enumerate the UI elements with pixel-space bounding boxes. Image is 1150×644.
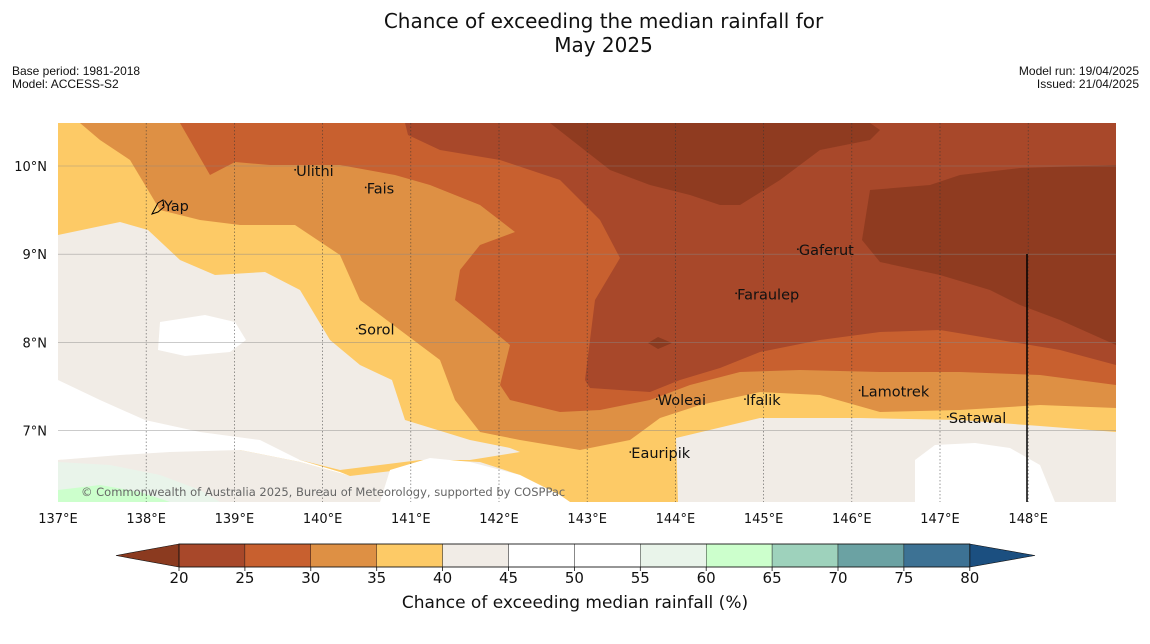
place-label: Lamotrek	[861, 384, 930, 400]
title-line-1: Chance of exceeding the median rainfall …	[383, 9, 824, 33]
meta-left: Base period: 1981-2018 Model: ACCESS-S2	[12, 65, 140, 91]
y-tick-label: 10°N	[14, 160, 47, 175]
colorbar-tick-label: 40	[433, 569, 452, 587]
place-marker	[735, 292, 738, 295]
x-tick-label: 145°E	[744, 512, 784, 527]
gridlines	[58, 123, 1116, 502]
x-tick-label: 140°E	[303, 512, 343, 527]
place-labels: Yap Ulithi Fais Gaferut Faraulep Sorol Lamotre…	[161, 164, 1006, 462]
colorbar-tick-label: 25	[235, 569, 254, 587]
zone-40-45-west	[58, 222, 520, 470]
place-marker	[858, 389, 861, 392]
colorbar-tick-label: 80	[960, 569, 979, 587]
place-marker	[655, 398, 658, 401]
colorbar-bin	[771, 543, 839, 568]
colorbar-bin	[837, 543, 905, 568]
place-label: Gaferut	[799, 243, 854, 259]
base-period-label: Base period: 1981-2018	[12, 64, 141, 78]
place-marker	[161, 204, 164, 207]
y-tick-labels: 10°N 9°N 8°N 7°N	[14, 160, 47, 440]
x-tick-labels: 137°E 138°E 139°E 140°E 141°E 142°E 143°E 144°E…	[38, 512, 1048, 527]
place-marker	[364, 186, 367, 189]
colorbar-title: Chance of exceeding median rainfall (%)	[401, 593, 749, 613]
place-label: Ifalik	[746, 393, 781, 409]
colorbar-bin	[244, 543, 311, 568]
colorbar-below-arrow	[115, 543, 180, 568]
colorbar-bin	[706, 543, 773, 568]
x-tick-label: 137°E	[38, 512, 78, 527]
meta-right: Model run: 19/04/2025 Issued: 21/04/2025	[1019, 65, 1139, 91]
place-marker	[744, 398, 746, 401]
y-tick-label: 7°N	[23, 425, 48, 440]
colorbar-tick-label: 70	[828, 569, 847, 587]
place-marker	[629, 451, 632, 453]
zone-60-65	[58, 485, 170, 502]
colorbar-bin	[508, 543, 575, 568]
place-marker	[355, 327, 358, 330]
zone-45-55-pocket-4	[915, 443, 1055, 502]
place-marker	[796, 248, 799, 251]
colorbar-bin	[442, 543, 509, 568]
colorbar-tick-label: 60	[697, 569, 716, 587]
place-label: Sorol	[358, 323, 395, 339]
colorbar-tick-label: 30	[301, 569, 320, 587]
colorbar-tick-label: 50	[565, 569, 584, 587]
place-label: Fais	[367, 181, 394, 197]
x-tick-label: 146°E	[832, 512, 872, 527]
map-title: Chance of exceeding the median rainfall …	[0, 9, 1150, 57]
colorbar-above-arrow	[969, 543, 1036, 568]
y-tick-label: 9°N	[23, 248, 48, 263]
colorbar-bin	[376, 543, 443, 568]
colorbar-tick-label: 75	[894, 569, 913, 587]
x-tick-label: 139°E	[215, 512, 255, 527]
zone-below-20-spot	[648, 337, 672, 349]
place-label: Eauripik	[631, 446, 690, 462]
colorbar-tick-label: 65	[763, 569, 782, 587]
x-tick-label: 148°E	[1008, 512, 1048, 527]
colorbar-bin	[310, 543, 377, 568]
place-label: Woleai	[658, 393, 706, 409]
model-run-label: Model run: 19/04/2025	[1018, 64, 1139, 78]
zone-45-55-pocket-1	[158, 315, 246, 356]
colorbar-bin	[640, 543, 707, 568]
place-label: Ulithi	[296, 164, 334, 180]
place-marker	[294, 168, 297, 171]
x-tick-label: 147°E	[920, 512, 960, 527]
colorbar-tick-label: 45	[499, 569, 518, 587]
x-tick-label: 138°E	[126, 512, 166, 527]
colorbar-tick-label: 35	[367, 569, 386, 587]
colorbar: 20 25 30 35 40 45 50 55 60 65 70 75 80	[115, 543, 1036, 587]
copyright-note: © Commonwealth of Australia 2025, Bureau…	[81, 485, 565, 499]
x-tick-label: 143°E	[567, 512, 607, 527]
title-line-2: May 2025	[554, 33, 653, 57]
x-tick-label: 142°E	[479, 512, 519, 527]
place-label: Yap	[163, 199, 189, 215]
place-label: Faraulep	[737, 287, 799, 303]
zone-below-20-east	[862, 165, 1116, 345]
place-marker	[946, 415, 949, 418]
zone-45-55-pocket-2	[58, 380, 350, 476]
colorbar-bin	[574, 543, 641, 568]
zone-below-20	[550, 123, 880, 205]
issued-label: Issued: 21/04/2025	[1036, 77, 1139, 91]
x-tick-label: 141°E	[391, 512, 431, 527]
yap-island-outline	[150, 199, 165, 215]
colorbar-bin	[178, 543, 246, 568]
model-label: Model: ACCESS-S2	[12, 77, 119, 91]
zone-45-55-pocket-3	[380, 458, 570, 502]
colorbar-tick-label: 55	[631, 569, 650, 587]
y-tick-label: 8°N	[23, 336, 48, 351]
colorbar-tick-label: 20	[169, 569, 188, 587]
colorbar-bin	[903, 543, 971, 568]
place-label: Satawal	[949, 411, 1006, 427]
x-tick-label: 144°E	[656, 512, 696, 527]
